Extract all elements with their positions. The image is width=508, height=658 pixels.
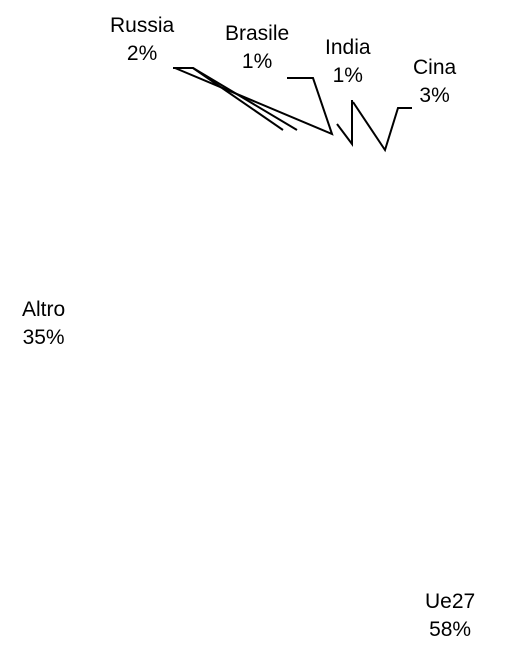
leader-line-russia	[173, 67, 298, 131]
leader-line-india	[336, 100, 353, 147]
leader-line-cina	[352, 101, 412, 153]
slice-label-russia: Russia 2%	[110, 12, 174, 68]
slice-label-altro: Altro 35%	[22, 296, 65, 352]
slice-name-ue27: Ue27	[425, 590, 476, 613]
slice-name-cina: Cina	[413, 56, 457, 79]
pie-slice-altro	[16, 158, 273, 615]
leader-line-russia-2	[192, 67, 284, 131]
slice-value-brasile: 1%	[241, 50, 273, 73]
slice-name-brasile: Brasile	[225, 22, 290, 45]
pie-slices	[16, 134, 508, 646]
slice-value-altro: 35%	[22, 326, 65, 349]
slice-value-russia: 2%	[126, 42, 158, 65]
slice-value-ue27: 58%	[429, 618, 472, 641]
slice-label-cina: Cina 3%	[413, 54, 456, 110]
slice-label-brasile: Brasile 1%	[225, 20, 289, 76]
slice-name-india: India	[325, 36, 371, 59]
leader-lines	[173, 67, 412, 153]
slice-value-india: 1%	[332, 64, 363, 87]
pie-slice-ue27	[148, 134, 508, 646]
pie-slice-cina	[223, 134, 273, 391]
slice-name-altro: Altro	[22, 298, 66, 321]
leader-line-brasile	[174, 67, 334, 136]
slice-label-india: India 1%	[325, 34, 371, 90]
slice-label-ue27: Ue27 58%	[425, 588, 475, 644]
slice-name-russia: Russia	[110, 14, 175, 37]
slice-value-cina: 3%	[419, 84, 450, 107]
